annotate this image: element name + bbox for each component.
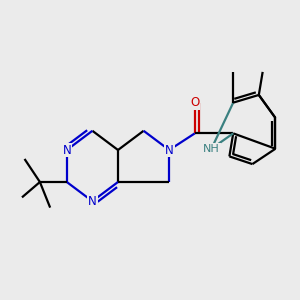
Text: NH: NH	[203, 144, 220, 154]
Text: N: N	[165, 143, 174, 157]
Text: O: O	[190, 96, 200, 109]
Text: N: N	[62, 143, 71, 157]
Text: N: N	[88, 195, 97, 208]
